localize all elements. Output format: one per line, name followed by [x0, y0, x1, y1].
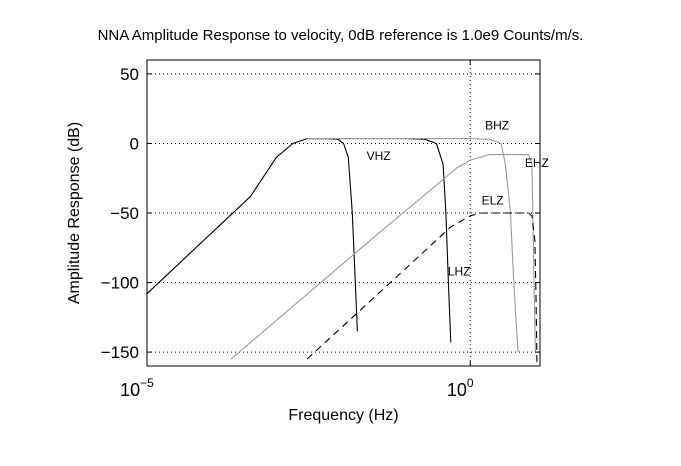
x-tick-exponent: 0 [467, 376, 474, 390]
y-tick-label: −150 [101, 343, 139, 362]
series-line-elz [306, 212, 538, 367]
annotation-elz: ELZ [482, 194, 504, 208]
y-tick-label: −100 [101, 274, 139, 293]
annotations: VHZ BHZ EHZ ELZ LHZ [367, 119, 549, 279]
y-tick-label: 50 [120, 65, 139, 84]
series-line-ehz [230, 154, 536, 360]
x-tick-base: 10 [447, 380, 467, 400]
y-tick-label: −50 [110, 204, 139, 223]
y-tick-label: 0 [130, 134, 139, 153]
annotation-ehz: EHZ [525, 156, 549, 170]
x-axis-label: Frequency (Hz) [288, 407, 399, 424]
x-tick-label: 100 [447, 376, 474, 400]
y-axis-label: Amplitude Response (dB) [66, 121, 83, 305]
annotation-vhz: VHZ [367, 149, 391, 163]
chart-title: NNA Amplitude Response to velocity, 0dB … [97, 27, 584, 44]
annotation-lhz: LHZ [448, 265, 471, 279]
x-tick-label: 10−5 [120, 376, 154, 400]
series-line-bhz [307, 138, 519, 353]
x-tick-exponent: −5 [140, 376, 154, 390]
series-line-vhz [146, 138, 358, 332]
series-line-lhz [307, 138, 452, 343]
series-lines [146, 138, 538, 367]
x-tick-base: 10 [120, 380, 140, 400]
annotation-bhz: BHZ [485, 119, 509, 133]
